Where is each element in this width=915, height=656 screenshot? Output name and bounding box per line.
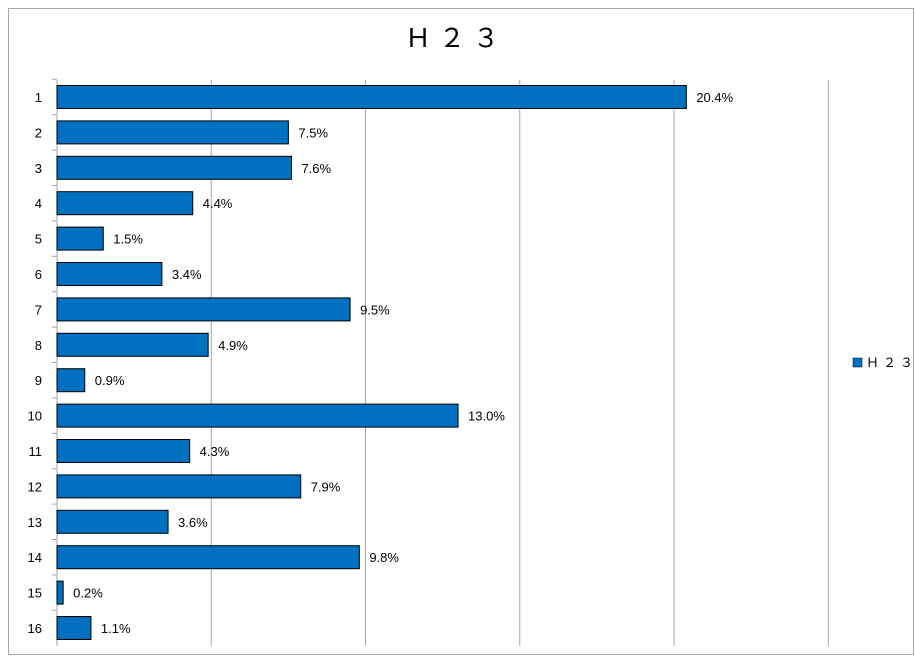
- legend-label: Ｈ２３: [866, 355, 915, 370]
- y-tick-label: 2: [35, 125, 42, 140]
- data-label: 4.4%: [203, 196, 233, 211]
- bar: [57, 192, 193, 215]
- data-label: 1.5%: [113, 232, 143, 247]
- bar: [57, 369, 85, 392]
- bar: [57, 475, 301, 498]
- bar: [57, 546, 359, 569]
- data-label: 1.1%: [101, 621, 131, 636]
- data-label: 3.4%: [172, 267, 202, 282]
- bar: [57, 298, 350, 321]
- data-label: 7.6%: [301, 161, 331, 176]
- y-tick-label: 12: [28, 479, 42, 494]
- y-tick-label: 11: [29, 444, 43, 459]
- data-label: 9.8%: [369, 550, 399, 565]
- y-tick-label: 3: [35, 161, 42, 176]
- legend: Ｈ２３: [853, 355, 915, 370]
- bar: [57, 510, 168, 533]
- y-tick-label: 5: [35, 232, 42, 247]
- data-label: 13.0%: [468, 409, 505, 424]
- y-tick-label: 9: [35, 373, 42, 388]
- bar: [57, 263, 162, 286]
- data-label: 20.4%: [696, 90, 733, 105]
- bar: [57, 156, 291, 179]
- data-label: 4.9%: [218, 338, 248, 353]
- y-tick-label: 10: [28, 409, 42, 424]
- y-tick-label: 15: [28, 586, 42, 601]
- data-label: 7.9%: [311, 479, 341, 494]
- data-label: 9.5%: [360, 302, 390, 317]
- y-tick-label: 16: [28, 621, 42, 636]
- data-label: 3.6%: [178, 515, 208, 530]
- y-tick-label: 14: [28, 550, 42, 565]
- y-tick-label: 1: [35, 90, 42, 105]
- bar: [57, 86, 686, 109]
- y-tick-label: 13: [28, 515, 42, 530]
- bar: [57, 227, 103, 250]
- data-label: 0.9%: [95, 373, 125, 388]
- bar: [57, 121, 288, 144]
- y-tick-label: 4: [35, 196, 42, 211]
- data-label: 4.3%: [200, 444, 230, 459]
- bar: [57, 581, 63, 604]
- bar: [57, 440, 190, 463]
- bar: [57, 404, 458, 427]
- bar: [57, 617, 91, 640]
- data-label: 0.2%: [73, 586, 103, 601]
- y-tick-label: 7: [35, 302, 42, 317]
- y-tick-label: 6: [35, 267, 42, 282]
- legend-swatch: [853, 358, 862, 367]
- bar: [57, 333, 208, 356]
- data-label: 7.5%: [298, 125, 328, 140]
- y-tick-label: 8: [35, 338, 42, 353]
